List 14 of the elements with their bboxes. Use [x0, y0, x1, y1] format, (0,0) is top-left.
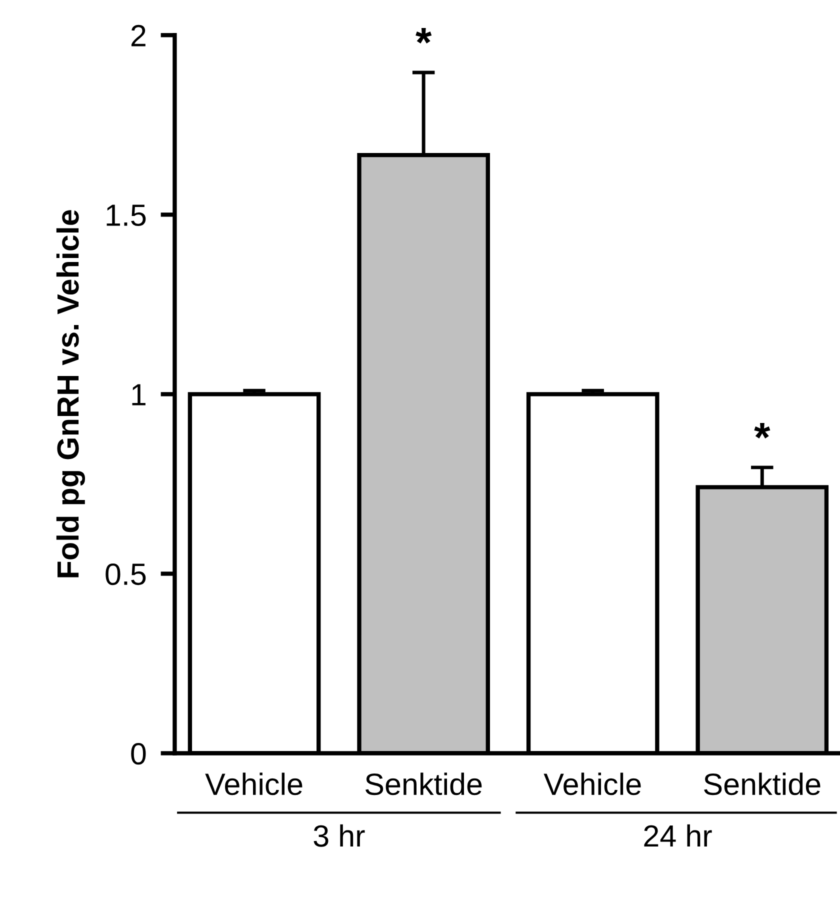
text: 24 hr [644, 824, 712, 847]
x-tick-label: Vehicle [205, 772, 302, 796]
x-tick-label: Vehicle [544, 772, 641, 796]
text: 3 hr [314, 824, 365, 847]
y-tick-label: 0.5 [106, 563, 146, 586]
annotation: * [416, 28, 432, 44]
x-tick-label: Senktide [704, 772, 820, 796]
y-tick-label: 1 [132, 384, 146, 406]
y-tick-label: 0 [131, 742, 146, 765]
y-tick-label: 2 [131, 24, 146, 46]
annotation: * [754, 422, 770, 438]
y-tick-label: 1.5 [106, 204, 146, 226]
x-tick-label: Senktide [366, 772, 482, 796]
y-axis-title: Fold pg GnRH vs. Vehicle [56, 210, 86, 578]
